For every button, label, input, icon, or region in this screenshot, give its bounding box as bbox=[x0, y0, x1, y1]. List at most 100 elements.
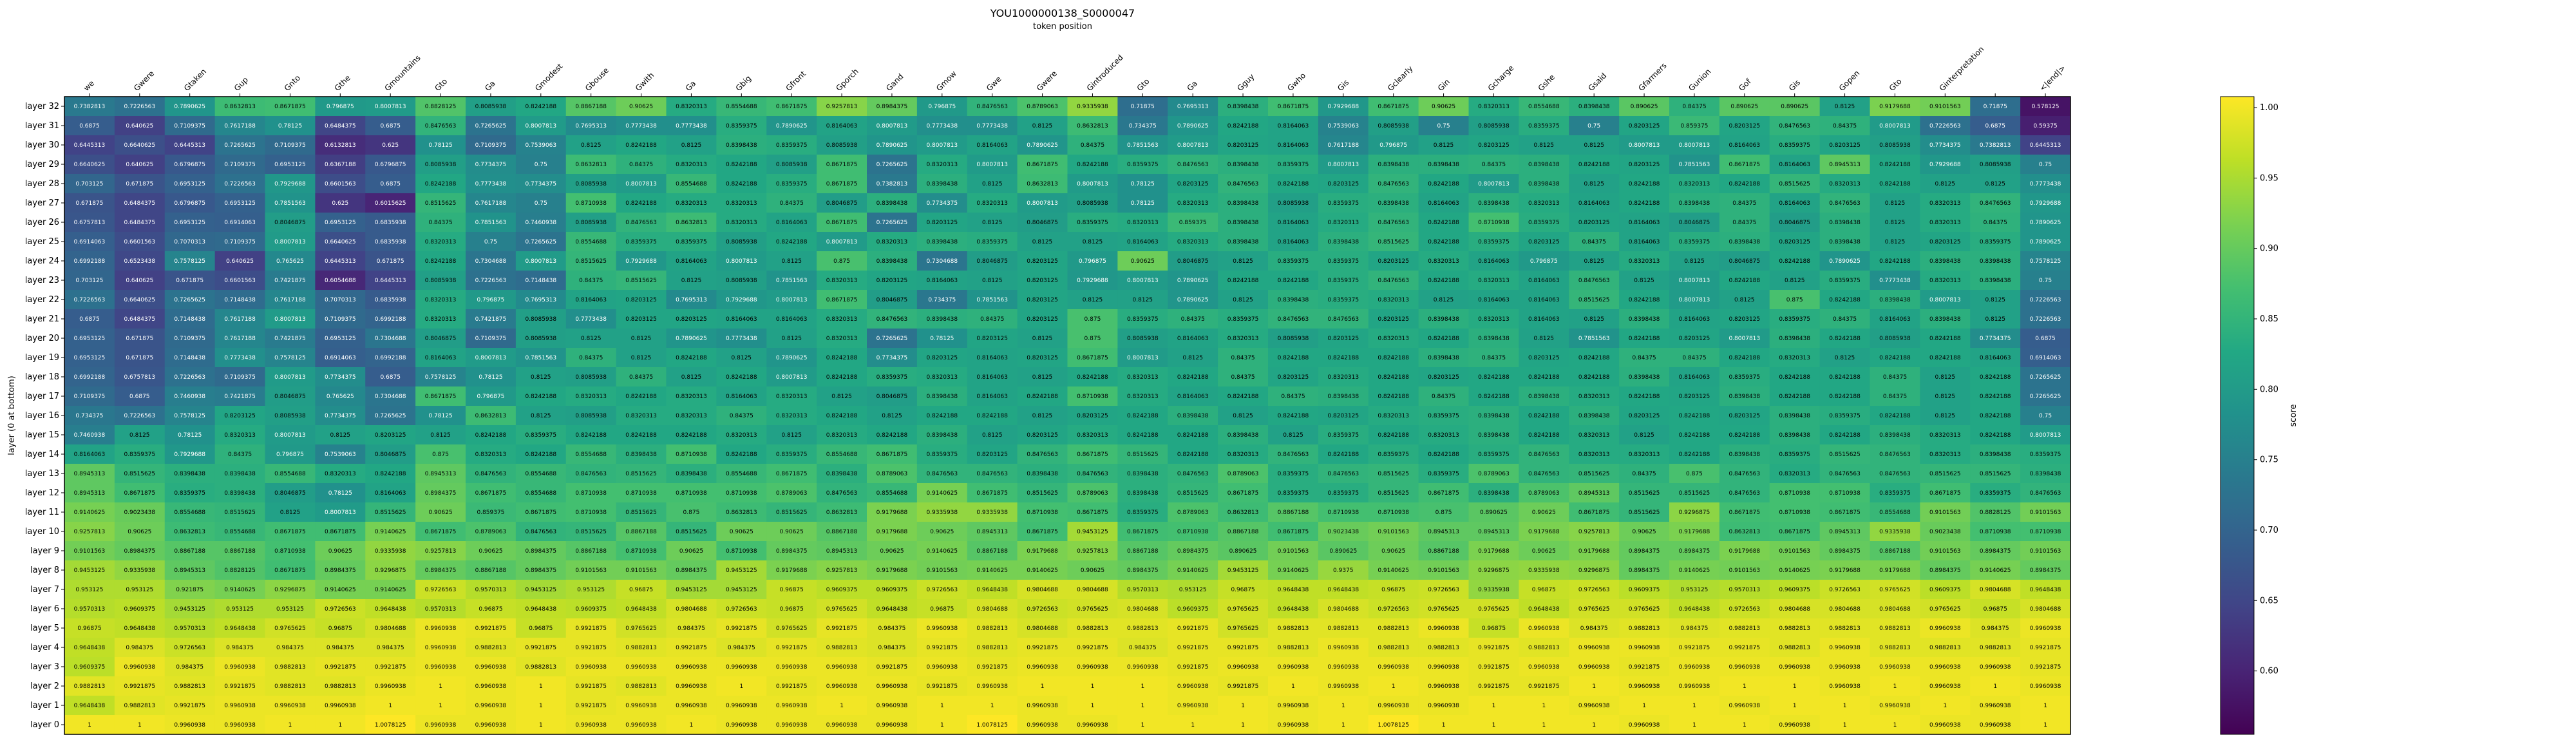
cell-value-label: 0.8671875 bbox=[1278, 529, 1309, 535]
cell-value-label: 0.8554688 bbox=[525, 471, 556, 477]
cell-value-label: 0.8945313 bbox=[1428, 529, 1459, 535]
heatmap-cell bbox=[1970, 425, 2021, 445]
x-tick-label: Gand bbox=[884, 72, 905, 93]
heatmap-cell bbox=[315, 116, 366, 136]
cell-value-label: 0.9921875 bbox=[1478, 645, 1510, 651]
cell-value-label: 1 bbox=[840, 703, 844, 709]
heatmap-cell bbox=[1719, 251, 1770, 271]
cell-value-label: 0.9921875 bbox=[575, 645, 607, 651]
heatmap-cell bbox=[315, 271, 366, 291]
heatmap-cell bbox=[1569, 309, 1620, 329]
heatmap-cell bbox=[1017, 251, 1068, 271]
cell-value-label: 0.8164063 bbox=[1278, 220, 1309, 226]
heatmap-cell bbox=[616, 329, 667, 348]
cell-value-label: 0.7304688 bbox=[375, 394, 406, 400]
cell-value-label: 0.8398438 bbox=[1478, 336, 1510, 342]
cell-value-label: 0.9179688 bbox=[876, 568, 908, 574]
cell-value-label: 0.8242188 bbox=[1177, 374, 1209, 381]
cell-value-label: 0.7265625 bbox=[2030, 394, 2061, 400]
cell-value-label: 0.8515625 bbox=[1980, 471, 2011, 477]
cell-value-label: 0.8984375 bbox=[1929, 568, 1961, 574]
cell-value-label: 0.9101563 bbox=[1378, 529, 1409, 535]
cell-value-label: 0.859375 bbox=[1680, 123, 1708, 129]
heatmap-cell bbox=[916, 483, 968, 503]
cell-value-label: 0.6132813 bbox=[325, 142, 356, 149]
heatmap-cell bbox=[1067, 116, 1118, 136]
heatmap-cell bbox=[817, 406, 867, 426]
cell-value-label: 0.8320313 bbox=[1127, 220, 1159, 226]
heatmap-cell bbox=[1769, 135, 1821, 155]
cell-value-label: 0.8320313 bbox=[1629, 258, 1660, 265]
cell-value-label: 0.8398438 bbox=[1929, 316, 1961, 323]
cell-value-label: 0.921875 bbox=[176, 587, 204, 593]
heatmap-cell bbox=[716, 232, 767, 252]
cell-value-label: 0.9960938 bbox=[1077, 722, 1108, 729]
heatmap-cell bbox=[1318, 135, 1369, 155]
heatmap-cell bbox=[1870, 290, 1920, 310]
heatmap-cell bbox=[1268, 444, 1319, 464]
cell-value-label: 0.9882813 bbox=[1829, 625, 1861, 632]
heatmap-cell bbox=[315, 213, 366, 233]
cell-value-label: 0.9140625 bbox=[1679, 568, 1710, 574]
cell-value-label: 0.8398438 bbox=[1728, 452, 1760, 458]
y-tick-label: layer 5 bbox=[30, 624, 59, 633]
heatmap-cell bbox=[214, 367, 266, 387]
heatmap-cell bbox=[1669, 116, 1720, 136]
heatmap-cell bbox=[916, 232, 968, 252]
cell-value-label: 0.7851563 bbox=[1578, 336, 1610, 342]
cell-value-label: 1 bbox=[1141, 683, 1144, 690]
heatmap-cell bbox=[616, 135, 667, 155]
cell-value-label: 0.8515625 bbox=[575, 529, 607, 535]
heatmap-cell bbox=[817, 232, 867, 252]
heatmap-cell bbox=[565, 444, 617, 464]
heatmap-cell bbox=[1218, 502, 1269, 522]
heatmap-cell bbox=[1218, 309, 1269, 329]
cell-value-label: 0.8046875 bbox=[1177, 258, 1209, 265]
cell-value-label: 0.8125 bbox=[882, 413, 902, 419]
cell-value-label: 1 bbox=[88, 722, 91, 729]
cell-value-label: 0.9882813 bbox=[1378, 645, 1409, 651]
cell-value-label: 0.8320313 bbox=[826, 336, 858, 342]
heatmap-cell bbox=[565, 174, 617, 194]
heatmap-cell bbox=[1468, 251, 1519, 271]
heatmap-cell bbox=[114, 522, 166, 542]
cell-value-label: 0.84375 bbox=[1632, 355, 1656, 361]
cell-value-label: 0.8320313 bbox=[826, 432, 858, 439]
cell-value-label: 0.8164063 bbox=[676, 258, 707, 265]
cell-value-label: 0.8789063 bbox=[1227, 471, 1259, 477]
cell-value-label: 0.8671875 bbox=[826, 297, 858, 303]
cell-value-label: 0.8125 bbox=[430, 432, 451, 439]
heatmap-cell bbox=[1769, 483, 1821, 503]
cell-value-label: 0.8320313 bbox=[425, 239, 457, 245]
cell-value-label: 0.8242188 bbox=[976, 413, 1008, 419]
cell-value-label: 0.671875 bbox=[126, 355, 153, 361]
cell-value-label: 0.7773438 bbox=[224, 355, 256, 361]
heatmap-cell bbox=[114, 367, 166, 387]
heatmap-cell bbox=[64, 232, 115, 252]
cell-value-label: 0.7421875 bbox=[274, 336, 306, 342]
cell-value-label: 0.8320313 bbox=[876, 239, 908, 245]
heatmap-cell bbox=[315, 406, 366, 426]
heatmap-cell bbox=[1719, 155, 1770, 175]
cell-value-label: 0.9921875 bbox=[976, 664, 1008, 671]
cell-value-label: 0.8203125 bbox=[976, 336, 1008, 342]
heatmap-cell bbox=[766, 464, 817, 484]
cell-value-label: 0.9921875 bbox=[124, 683, 155, 690]
cell-value-label: 0.8476563 bbox=[1728, 490, 1760, 497]
cell-value-label: 0.7773438 bbox=[976, 123, 1008, 129]
cell-value-label: 0.8984375 bbox=[876, 104, 908, 110]
cell-value-label: 0.8359375 bbox=[1779, 142, 1810, 149]
heatmap-cell bbox=[2020, 251, 2071, 271]
cell-value-label: 0.7304688 bbox=[475, 258, 507, 265]
y-tick-label: layer 23 bbox=[25, 276, 59, 285]
cell-value-label: 0.8398438 bbox=[1227, 239, 1259, 245]
heatmap-cell bbox=[1619, 97, 1670, 117]
cell-value-label: 0.9882813 bbox=[124, 703, 155, 709]
cell-value-label: 0.9648438 bbox=[1679, 606, 1710, 613]
cell-value-label: 0.9179688 bbox=[1027, 548, 1058, 555]
cell-value-label: 0.8828125 bbox=[1980, 510, 2011, 516]
cell-value-label: 0.9726563 bbox=[425, 587, 457, 593]
heatmap-cell bbox=[1519, 522, 1569, 542]
cell-value-label: 0.8398438 bbox=[1428, 316, 1459, 323]
cell-value-label: 0.6640625 bbox=[325, 239, 356, 245]
